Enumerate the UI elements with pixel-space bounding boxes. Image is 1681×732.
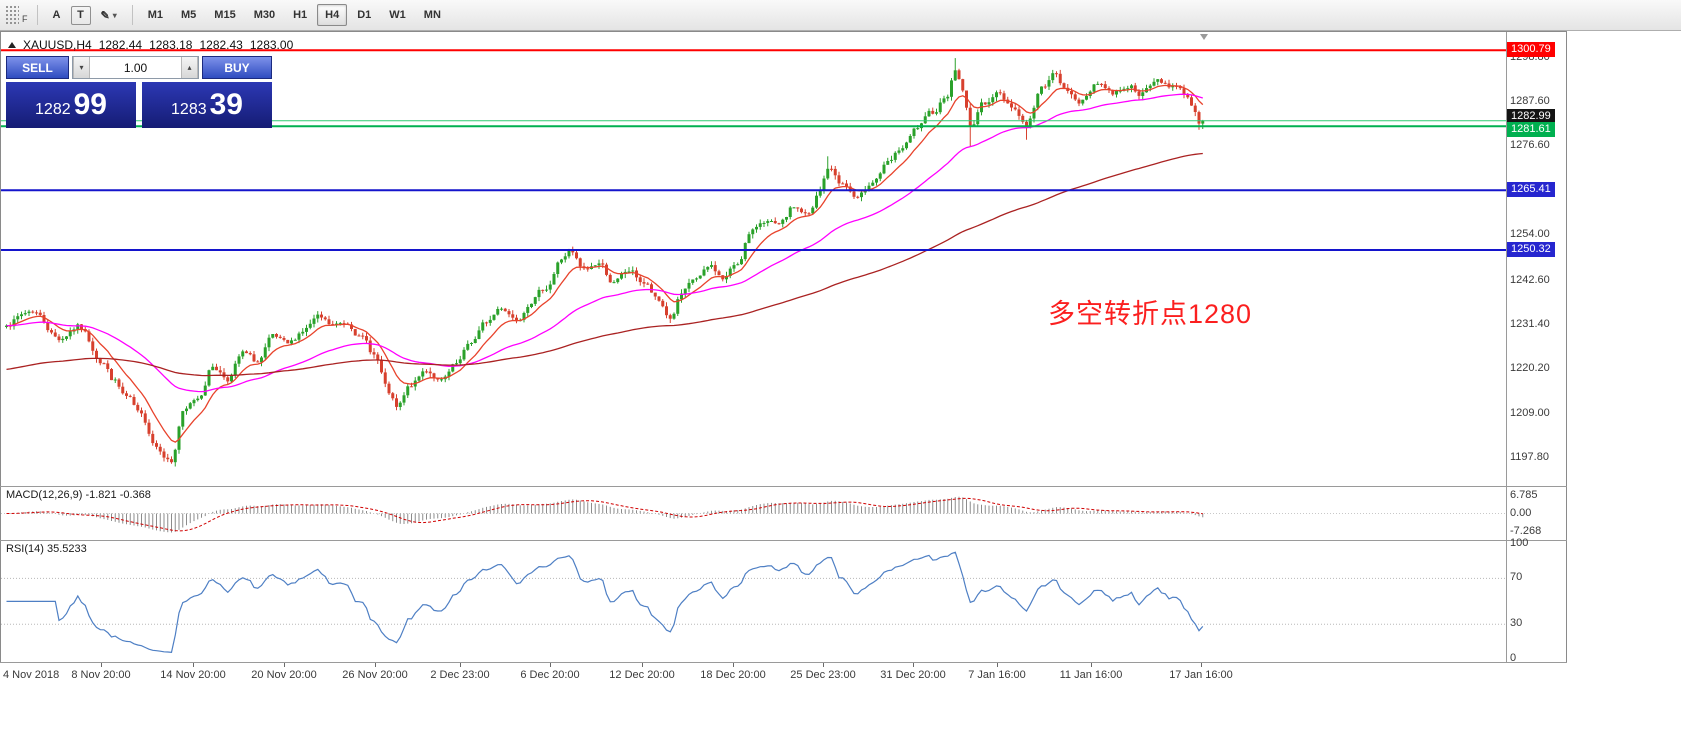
time-axis-tick [101, 663, 102, 667]
toolbar-separator [36, 5, 38, 25]
time-axis[interactable]: 4 Nov 2018 8 Nov 20:00 14 Nov 20:00 20 Nov … [1, 663, 1506, 687]
time-axis-label: 20 Nov 20:00 [251, 669, 317, 681]
price-axis-divider[interactable] [1506, 32, 1507, 663]
timeframe-button-m30[interactable]: M30 [253, 9, 276, 21]
panel-divider[interactable] [0, 540, 1567, 541]
sell-price-fraction: 99 [73, 88, 107, 121]
time-axis-tick [1201, 663, 1202, 667]
chart-annotation-text: 多空转折点1280 [1048, 299, 1253, 329]
buy-price-display[interactable]: 1283 39 [142, 82, 272, 128]
macd-axis-label: 6.785 [1510, 489, 1538, 502]
time-axis-label: 14 Nov 20:00 [160, 669, 226, 681]
price-badge: 1282.99 [1507, 108, 1555, 124]
price-axis-label: 1220.20 [1510, 362, 1550, 375]
time-axis-label: 2 Dec 23:00 [430, 669, 490, 681]
buy-price-fraction: 39 [209, 88, 243, 121]
sell-button[interactable]: SELL [6, 56, 69, 79]
time-axis-label: 25 Dec 23:00 [790, 669, 856, 681]
time-axis-label: 31 Dec 20:00 [880, 669, 946, 681]
timeframe-button-mn[interactable]: MN [423, 9, 441, 21]
chart-shift-marker-icon[interactable] [1200, 34, 1208, 40]
ohlc-open: 1282.44 [98, 38, 143, 52]
lot-decrease-button[interactable]: ▾ [73, 57, 90, 78]
macd-axis-label: 0.00 [1510, 506, 1532, 519]
rsi-axis-label: 0 [1510, 651, 1517, 664]
time-axis-label: 4 Nov 2018 [3, 669, 60, 681]
sell-price-display[interactable]: 1282 99 [6, 82, 136, 128]
rsi-indicator-panel[interactable] [1, 541, 1506, 662]
timeframe-button-w1[interactable]: W1 [389, 9, 406, 21]
panel-divider[interactable] [0, 486, 1567, 487]
toolbar-separator [131, 5, 133, 25]
price-badge: 1300.79 [1507, 42, 1555, 58]
macd-label: MACD(12,26,9) -1.821 -0.368 [6, 489, 151, 501]
time-axis-tick [642, 663, 643, 667]
time-axis-tick [550, 663, 551, 667]
lot-size-stepper: ▾ 1.00 ▴ [72, 56, 199, 79]
ohlc-close: 1283.00 [249, 38, 294, 52]
chart-ohlc-header: XAUUSD,H4 1282.44 1283.18 1282.43 1283.0… [8, 38, 293, 52]
text-box-tool-icon[interactable]: T [70, 5, 91, 25]
macd-axis-label: -7.268 [1510, 525, 1542, 538]
time-axis-label: 11 Jan 16:00 [1059, 669, 1123, 681]
buy-price-main: 1283 [171, 101, 207, 118]
lot-size-input[interactable]: 1.00 [123, 60, 148, 75]
timeframe-group: M1 M5 M15 M30 H1 H4 D1 W1 MN [140, 4, 449, 26]
timeframe-button-d1[interactable]: D1 [357, 9, 372, 21]
time-axis-label: 12 Dec 20:00 [609, 669, 675, 681]
price-badge: 1265.41 [1507, 182, 1555, 198]
rsi-axis-label: 70 [1510, 571, 1523, 584]
price-axis-label: 1197.80 [1510, 450, 1549, 463]
one-click-trade-widget: SELL ▾ 1.00 ▴ BUY 1282 99 1283 39 [6, 56, 272, 128]
toolbar-grip-icon[interactable] [5, 5, 19, 25]
timeframe-button-m5[interactable]: M5 [181, 9, 197, 21]
time-axis-label: 8 Nov 20:00 [71, 669, 131, 681]
price-badge: 1250.32 [1507, 242, 1555, 257]
time-axis-label: 26 Nov 20:00 [342, 669, 408, 681]
time-axis-tick [284, 663, 285, 667]
time-axis-tick [997, 663, 998, 667]
chevron-down-icon: ▾ [112, 10, 117, 20]
rsi-axis-label: 30 [1510, 617, 1523, 630]
rsi-label: RSI(14) 35.5233 [6, 543, 87, 555]
symbol-period-label: XAUUSD,H4 [23, 38, 92, 52]
time-axis-tick [193, 663, 194, 667]
time-axis-label: 17 Jan 16:00 [1169, 669, 1233, 681]
macd-indicator-panel[interactable] [1, 487, 1506, 540]
price-badge: 1281.61 [1507, 122, 1555, 138]
sell-price-main: 1282 [35, 101, 71, 118]
time-axis-tick [733, 663, 734, 667]
time-axis-tick [913, 663, 914, 667]
draw-tool-button[interactable]: ✎ ▾ [93, 4, 125, 26]
text-label-tool-icon[interactable]: A [52, 9, 61, 21]
ohlc-low: 1282.43 [199, 38, 243, 52]
lot-increase-button[interactable]: ▴ [181, 57, 198, 78]
time-axis-tick [460, 663, 461, 667]
pencil-icon: ✎ [100, 9, 110, 22]
time-axis-tick [823, 663, 824, 667]
toolbar-grip-label: F [22, 14, 28, 24]
price-axis-label: 1209.00 [1510, 406, 1550, 419]
symbol-marker-icon [8, 42, 16, 48]
time-axis-tick [375, 663, 376, 667]
timeframe-button-h1[interactable]: H1 [293, 9, 308, 21]
ohlc-high: 1283.18 [149, 38, 193, 52]
timeframe-button-h4[interactable]: H4 [317, 4, 348, 26]
rsi-axis-label: 100 [1510, 536, 1529, 549]
toolbar: F A T ✎ ▾ M1 M5 M15 M30 H1 H4 D1 W1 MN [0, 0, 1681, 31]
time-axis-label: 7 Jan 16:00 [968, 669, 1026, 681]
time-axis-label: 18 Dec 20:00 [700, 669, 766, 681]
price-axis-label: 1231.40 [1510, 317, 1550, 330]
price-axis-label: 1254.00 [1510, 228, 1550, 241]
price-axis-label: 1276.60 [1510, 138, 1550, 151]
panel-divider [0, 662, 1567, 663]
timeframe-button-m1[interactable]: M1 [147, 9, 164, 21]
price-axis-label: 1287.60 [1510, 95, 1550, 108]
time-axis-tick [1091, 663, 1092, 667]
buy-button[interactable]: BUY [202, 56, 272, 79]
price-axis-label: 1242.60 [1510, 273, 1550, 286]
time-axis-label: 6 Dec 20:00 [520, 669, 580, 681]
timeframe-button-m15[interactable]: M15 [214, 9, 236, 21]
